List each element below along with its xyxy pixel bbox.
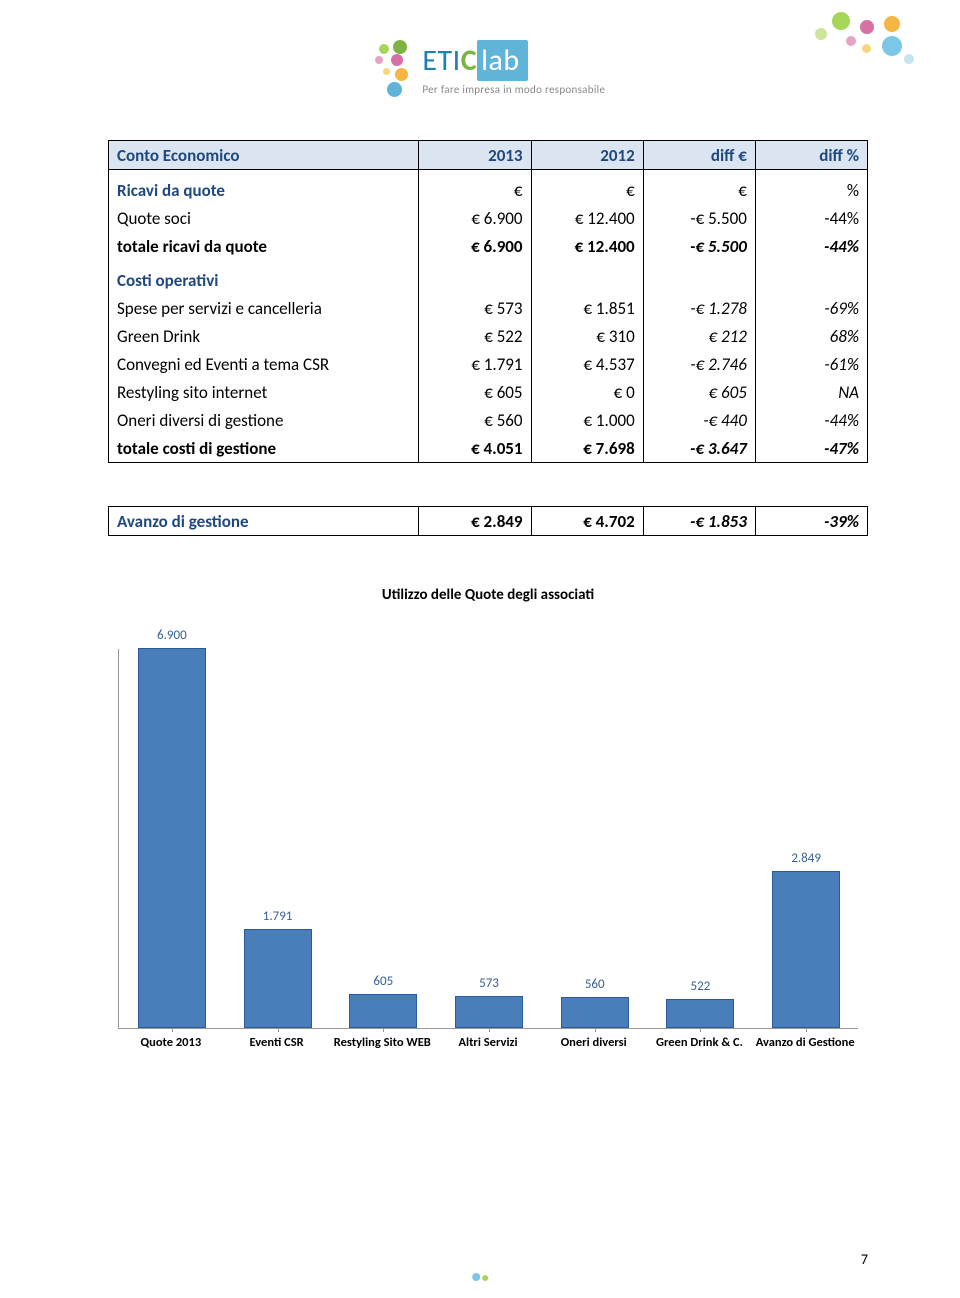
cell: € 7.698 bbox=[531, 434, 643, 463]
chart-x-label: Eventi CSR bbox=[224, 1029, 330, 1051]
cell: -47% bbox=[755, 434, 867, 463]
chart-bar: 605 bbox=[340, 994, 426, 1027]
row-label: Restyling sito internet bbox=[109, 378, 419, 406]
cell: € 4.051 bbox=[419, 434, 531, 463]
row-label: Oneri diversi di gestione bbox=[109, 406, 419, 434]
decoration-top-right bbox=[810, 10, 940, 80]
header-diff-eur: diff € bbox=[643, 141, 755, 170]
sym-pct: % bbox=[755, 176, 867, 204]
bar-rect bbox=[561, 997, 629, 1028]
cell: € 12.400 bbox=[531, 204, 643, 232]
row-label: Spese per servizi e cancelleria bbox=[109, 294, 419, 322]
cell: € 4.702 bbox=[531, 506, 643, 535]
page-number: 7 bbox=[861, 1251, 868, 1268]
header-label: Conto Economico bbox=[109, 141, 419, 170]
row-label: Quote soci bbox=[109, 204, 419, 232]
cell: 68% bbox=[755, 322, 867, 350]
bar-value-label: 573 bbox=[446, 976, 532, 991]
chart-plot: 6.9001.7916055735605222.849 bbox=[118, 649, 858, 1029]
cell: € 1.000 bbox=[531, 406, 643, 434]
chart-x-label: Quote 2013 bbox=[118, 1029, 224, 1051]
cell: -61% bbox=[755, 350, 867, 378]
bar-rect bbox=[772, 871, 840, 1028]
cell: -44% bbox=[755, 232, 867, 260]
cell: € 605 bbox=[643, 378, 755, 406]
chart-x-label: Avanzo di Gestione bbox=[752, 1029, 858, 1051]
bar-value-label: 560 bbox=[552, 977, 638, 992]
cell: € 1.851 bbox=[531, 294, 643, 322]
chart-bar: 560 bbox=[552, 997, 638, 1028]
chart-bar: 573 bbox=[446, 996, 532, 1028]
bar-rect bbox=[244, 929, 312, 1028]
chart-title: Utilizzo delle Quote degli associati bbox=[108, 586, 868, 604]
cell: € 573 bbox=[419, 294, 531, 322]
cell: -€ 1.278 bbox=[643, 294, 755, 322]
cell: -69% bbox=[755, 294, 867, 322]
cell: € 1.791 bbox=[419, 350, 531, 378]
cell: € 6.900 bbox=[419, 204, 531, 232]
bar-rect bbox=[138, 648, 206, 1028]
chart-bar: 1.791 bbox=[235, 929, 321, 1028]
chart-bar: 6.900 bbox=[129, 648, 215, 1028]
cell: € 0 bbox=[531, 378, 643, 406]
logo-tagline: Per fare impresa in modo responsabile bbox=[422, 83, 605, 96]
cell: -€ 5.500 bbox=[643, 232, 755, 260]
header-2012: 2012 bbox=[531, 141, 643, 170]
sym-eur: € bbox=[643, 176, 755, 204]
chart: Utilizzo delle Quote degli associati 6.9… bbox=[108, 586, 868, 1051]
row-total-ricavi: totale ricavi da quote bbox=[109, 232, 419, 260]
row-label: Convegni ed Eventi a tema CSR bbox=[109, 350, 419, 378]
bar-value-label: 2.849 bbox=[763, 851, 849, 866]
bar-rect bbox=[349, 994, 417, 1027]
chart-x-axis: Quote 2013Eventi CSRRestyling Sito WEBAl… bbox=[118, 1029, 858, 1051]
section-costi: Costi operativi bbox=[109, 266, 419, 294]
cell: -39% bbox=[755, 506, 867, 535]
cell: € 2.849 bbox=[419, 506, 531, 535]
chart-x-label: Green Drink & C. bbox=[647, 1029, 753, 1051]
chart-bar: 522 bbox=[657, 999, 743, 1028]
conto-economico-table: Conto Economico 2013 2012 diff € diff % … bbox=[108, 140, 868, 536]
cell: -44% bbox=[755, 204, 867, 232]
cell: NA bbox=[755, 378, 867, 406]
header-diff-pct: diff % bbox=[755, 141, 867, 170]
chart-x-label: Oneri diversi bbox=[541, 1029, 647, 1051]
row-total-costi: totale costi di gestione bbox=[109, 434, 419, 463]
cell: -€ 440 bbox=[643, 406, 755, 434]
section-ricavi: Ricavi da quote bbox=[109, 176, 419, 204]
cell: € 212 bbox=[643, 322, 755, 350]
cell: -€ 2.746 bbox=[643, 350, 755, 378]
chart-x-label: Restyling Sito WEB bbox=[329, 1029, 435, 1051]
sym-eur: € bbox=[531, 176, 643, 204]
cell: -€ 5.500 bbox=[643, 204, 755, 232]
logo: ETIClab Per fare impresa in modo respons… bbox=[108, 40, 870, 100]
footer-decoration bbox=[472, 1267, 488, 1286]
bar-value-label: 605 bbox=[340, 974, 426, 989]
bar-rect bbox=[455, 996, 523, 1028]
chart-bar: 2.849 bbox=[763, 871, 849, 1028]
cell: € 12.400 bbox=[531, 232, 643, 260]
bar-rect bbox=[666, 999, 734, 1028]
logo-title: ETIClab bbox=[422, 40, 527, 81]
cell: € 605 bbox=[419, 378, 531, 406]
bar-value-label: 1.791 bbox=[235, 909, 321, 924]
cell: € 6.900 bbox=[419, 232, 531, 260]
row-avanzo: Avanzo di gestione bbox=[109, 506, 419, 535]
cell: -€ 1.853 bbox=[643, 506, 755, 535]
cell: € 4.537 bbox=[531, 350, 643, 378]
chart-x-label: Altri Servizi bbox=[435, 1029, 541, 1051]
cell: -€ 3.647 bbox=[643, 434, 755, 463]
cell: € 522 bbox=[419, 322, 531, 350]
sym-eur: € bbox=[419, 176, 531, 204]
cell: € 560 bbox=[419, 406, 531, 434]
header-2013: 2013 bbox=[419, 141, 531, 170]
row-label: Green Drink bbox=[109, 322, 419, 350]
cell: -44% bbox=[755, 406, 867, 434]
bar-value-label: 522 bbox=[657, 979, 743, 994]
bar-value-label: 6.900 bbox=[129, 628, 215, 643]
cell: € 310 bbox=[531, 322, 643, 350]
